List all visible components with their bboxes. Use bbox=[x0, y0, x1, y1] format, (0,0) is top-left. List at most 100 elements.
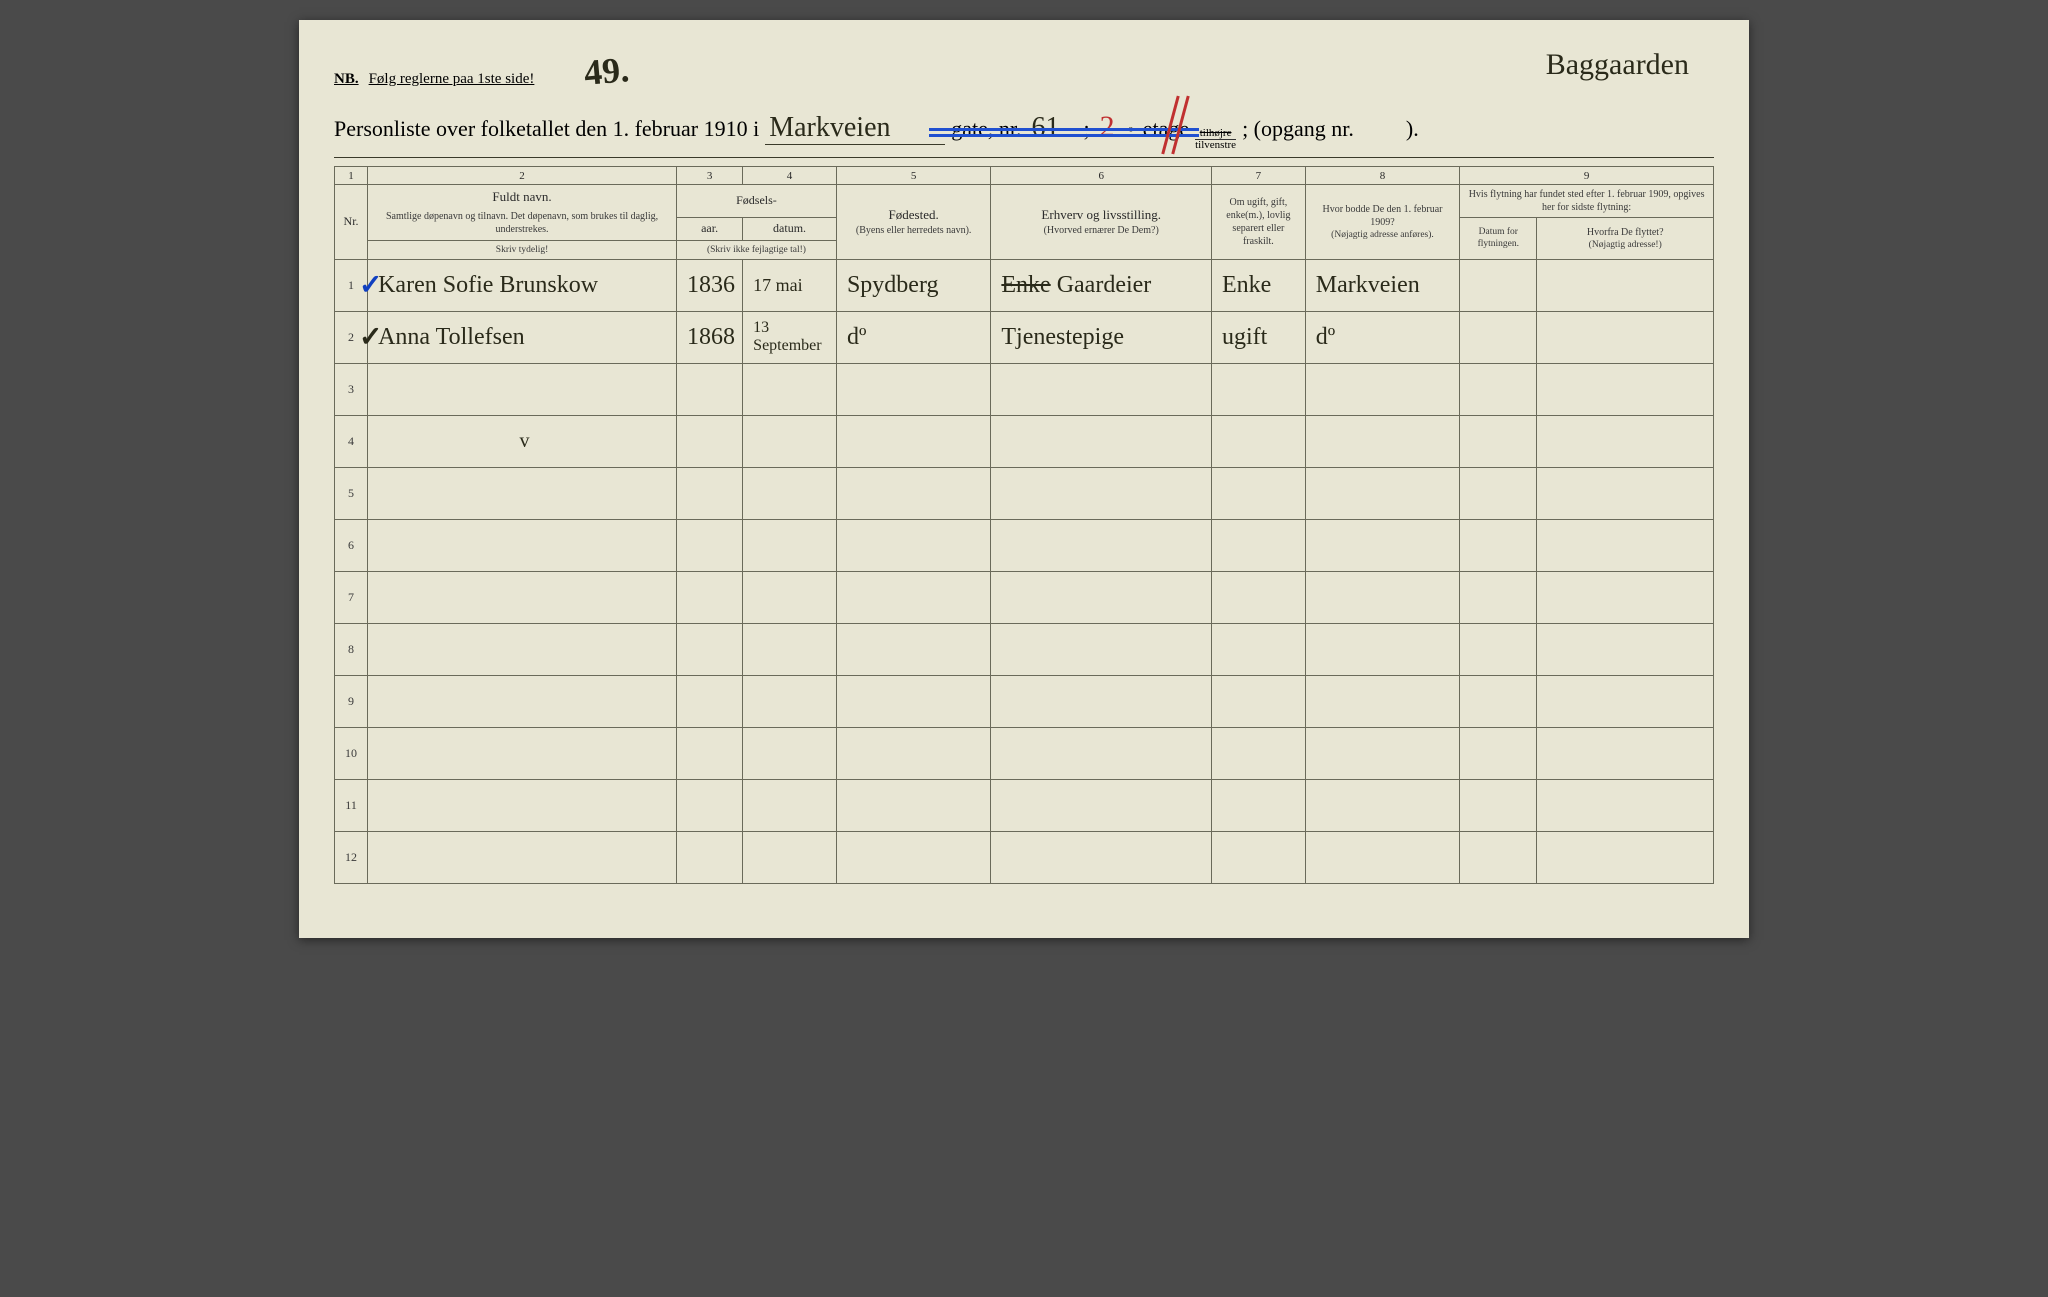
census-table: 1 2 3 4 5 6 7 8 9 Nr. Fuldt navn. Samtli… bbox=[334, 166, 1714, 884]
th-occ-sub: (Hvorved ernærer De Dem?) bbox=[996, 224, 1206, 237]
th-addr-main: Hvor bodde De den 1. februar 1909? bbox=[1311, 203, 1454, 229]
empty-cell bbox=[1537, 467, 1714, 519]
th-occupation: Erhverv og livsstilling. (Hvorved ernære… bbox=[991, 185, 1212, 260]
empty-cell bbox=[676, 415, 742, 467]
cell-status: Enke bbox=[1212, 259, 1306, 311]
table-row: ✓ 1 Karen Sofie Brunskow 1836 17 mai Spy… bbox=[335, 259, 1714, 311]
empty-cell bbox=[1460, 571, 1537, 623]
row-nr: ✓ 2 bbox=[335, 311, 368, 363]
th-status: Om ugift, gift, enke(m.), lovlig separer… bbox=[1212, 185, 1306, 260]
empty-cell bbox=[991, 675, 1212, 727]
colnum-7: 7 bbox=[1212, 167, 1306, 185]
row-nr: 10 bbox=[335, 727, 368, 779]
data-rows: ✓ 1 Karen Sofie Brunskow 1836 17 mai Spy… bbox=[335, 259, 1714, 363]
th-date: datum. bbox=[743, 218, 837, 241]
empty-cell bbox=[1460, 363, 1537, 415]
cell-year: 1868 bbox=[676, 311, 742, 363]
table-row: 4v bbox=[335, 415, 1714, 467]
table-row: 5 bbox=[335, 467, 1714, 519]
occ-strike: Enke bbox=[1001, 272, 1050, 298]
empty-cell bbox=[991, 415, 1212, 467]
th-birth-group: Fødsels- bbox=[676, 185, 836, 218]
checkmark-icon: ✓ bbox=[359, 268, 382, 302]
empty-cell bbox=[676, 831, 742, 883]
empty-cell bbox=[836, 675, 990, 727]
row-nr: ✓ 1 bbox=[335, 259, 368, 311]
nb-text: Følg reglerne paa 1ste side! bbox=[369, 71, 535, 88]
empty-cell bbox=[743, 727, 837, 779]
empty-cell bbox=[1537, 779, 1714, 831]
tilhojre: tilhøjre bbox=[1195, 128, 1236, 139]
th-occ-main: Erhverv og livsstilling. bbox=[996, 207, 1206, 224]
table-header: 1 2 3 4 5 6 7 8 9 Nr. Fuldt navn. Samtli… bbox=[335, 167, 1714, 260]
th-name-main: Fuldt navn. bbox=[373, 189, 671, 206]
til-fraction: tilhøjre tilvenstre bbox=[1195, 128, 1236, 151]
cell-status: ugift bbox=[1212, 311, 1306, 363]
row-nr: 12 bbox=[335, 831, 368, 883]
empty-cell bbox=[1537, 623, 1714, 675]
empty-cell bbox=[368, 727, 677, 779]
empty-cell bbox=[1305, 467, 1459, 519]
empty-cell bbox=[743, 571, 837, 623]
opgang-label: ; (opgang nr. bbox=[1242, 116, 1354, 142]
empty-cell bbox=[991, 519, 1212, 571]
cell-addr1909: dº bbox=[1305, 311, 1459, 363]
empty-cell bbox=[1537, 363, 1714, 415]
cell-movefrom bbox=[1537, 311, 1714, 363]
colnum-9: 9 bbox=[1460, 167, 1714, 185]
row-nr: 3 bbox=[335, 363, 368, 415]
empty-cell bbox=[368, 675, 677, 727]
empty-cell bbox=[676, 675, 742, 727]
th-move-text: Hvis flytning har fundet sted efter 1. f… bbox=[1465, 188, 1708, 214]
row-nr: 11 bbox=[335, 779, 368, 831]
street-name: Markveien bbox=[765, 112, 945, 145]
header-section: NB. Følg reglerne paa 1ste side! 49. Per… bbox=[334, 50, 1714, 158]
empty-cell bbox=[1212, 467, 1306, 519]
th-movefrom-sub: (Nøjagtig adresse!) bbox=[1542, 239, 1708, 251]
title-prefix: Personliste over folketallet den 1. febr… bbox=[334, 116, 759, 142]
th-birthplace-main: Fødested. bbox=[842, 207, 985, 224]
row-nr: 9 bbox=[335, 675, 368, 727]
empty-cell bbox=[743, 363, 837, 415]
empty-cell bbox=[1212, 623, 1306, 675]
empty-cell bbox=[368, 519, 677, 571]
nb-line: NB. Følg reglerne paa 1ste side! 49. bbox=[334, 50, 1714, 92]
tilvenstre: tilvenstre bbox=[1195, 139, 1236, 151]
empty-cell bbox=[991, 623, 1212, 675]
etage-suffix: ᵉ bbox=[1125, 123, 1137, 141]
cell-date: 13 September bbox=[743, 311, 837, 363]
empty-cell bbox=[836, 623, 990, 675]
cell-year: 1836 bbox=[676, 259, 742, 311]
empty-cell bbox=[1305, 415, 1459, 467]
row-nr: 6 bbox=[335, 519, 368, 571]
empty-cell bbox=[368, 779, 677, 831]
empty-cell bbox=[676, 571, 742, 623]
th-birthplace: Fødested. (Byens eller herredets navn). bbox=[836, 185, 990, 260]
colnum-2: 2 bbox=[368, 167, 677, 185]
empty-cell bbox=[836, 467, 990, 519]
row-nr: 5 bbox=[335, 467, 368, 519]
empty-cell bbox=[743, 519, 837, 571]
empty-cell bbox=[676, 519, 742, 571]
empty-cell bbox=[836, 519, 990, 571]
empty-cell bbox=[1460, 831, 1537, 883]
empty-cell bbox=[1212, 675, 1306, 727]
blue-mark-1 bbox=[929, 128, 1199, 131]
th-nr: Nr. bbox=[335, 185, 368, 260]
th-birthplace-sub: (Byens eller herredets navn). bbox=[842, 224, 985, 237]
empty-cell bbox=[1305, 727, 1459, 779]
th-addr-sub: (Nøjagtig adresse anføres). bbox=[1311, 229, 1454, 241]
cell-occupation: Tjenestepige bbox=[991, 311, 1212, 363]
nb-label: NB. bbox=[334, 71, 359, 88]
empty-cell bbox=[743, 675, 837, 727]
empty-cell bbox=[1537, 831, 1714, 883]
table-row: 7 bbox=[335, 571, 1714, 623]
table-row: 3 bbox=[335, 363, 1714, 415]
page-mark: 49. bbox=[583, 48, 631, 94]
th-birth-instr: (Skriv ikke fejlagtige tal!) bbox=[676, 240, 836, 259]
colnum-1: 1 bbox=[335, 167, 368, 185]
empty-cell bbox=[743, 831, 837, 883]
empty-cell bbox=[1460, 779, 1537, 831]
cell-occupation: Enke Gaardeier bbox=[991, 259, 1212, 311]
empty-cell: v bbox=[368, 415, 677, 467]
